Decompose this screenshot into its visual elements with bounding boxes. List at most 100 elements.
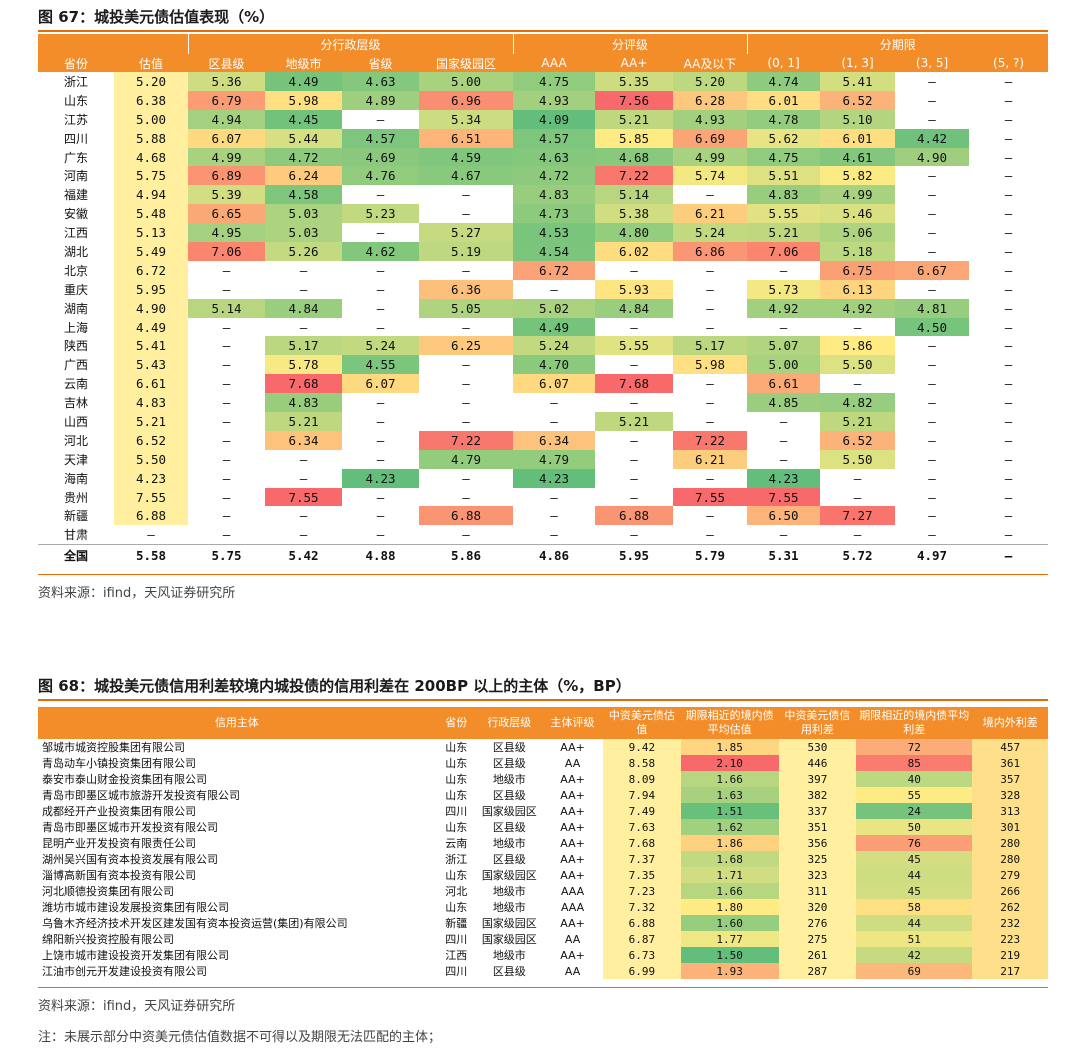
issuer-cell: 山东 xyxy=(445,773,468,786)
issuer-row: 潍坊市城市建设发展投资集团有限公司 山东 地级市 AAA 7.32 1.80 320 58 26… xyxy=(38,899,1048,915)
value-cell: 4.78 xyxy=(747,109,821,129)
value-cell: – xyxy=(928,187,936,203)
value-cell: 5.82 xyxy=(820,166,896,186)
value-cell: 5.38 xyxy=(595,204,674,224)
value-cell: – xyxy=(928,470,936,486)
value-cell: 6.52 xyxy=(820,430,896,450)
value-cell: 5.18 xyxy=(820,242,896,261)
value-cell: – xyxy=(222,527,231,543)
issuer-cell: 1.93 xyxy=(680,963,779,979)
issuer-row: 江油市创元开发建设投资有限公司 四川 区县级 AA 6.99 1.93 287 69 217 xyxy=(38,963,1048,979)
province-name: 陕西 xyxy=(63,339,88,354)
value-cell: 4.45 xyxy=(265,109,342,129)
value-cell: 4.84 xyxy=(265,298,342,318)
value-cell: – xyxy=(376,413,385,429)
value-cell: 4.83 xyxy=(114,393,188,413)
value-cell: 5.06 xyxy=(820,223,896,243)
province-row: 河北 6.52–6.34–7.22 6.34–7.22–6.52– – xyxy=(38,430,1048,450)
value-cell: 5.98 xyxy=(673,355,748,375)
province-row: 广东 4.68 4.99 4.72 4.69 4.59 4.63 4.68 4.99 4.75 4.… xyxy=(38,147,1048,167)
value-cell: 7.06 xyxy=(747,242,821,261)
province-row: 甘肃 – – – – – – – – – – – – xyxy=(38,525,1048,544)
fig67-col-header: (1, 3] xyxy=(820,54,896,72)
value-cell: 4.57 xyxy=(513,128,596,148)
issuer-cell: 279 xyxy=(972,867,1048,883)
value-cell: – xyxy=(1004,206,1013,222)
value-cell: – xyxy=(222,319,231,335)
value-cell: – xyxy=(853,376,862,392)
value-cell: 6.25 xyxy=(419,336,514,356)
issuer-cell: 7.23 xyxy=(603,883,681,899)
issuer-row: 成都经开产业投资集团有限公司 四川 国家级园区 AA+ 7.49 1.51 337 24 313 xyxy=(38,803,1048,819)
value-cell: 4.67 xyxy=(419,166,514,186)
value-cell: – xyxy=(462,357,470,373)
issuer-cell: AA+ xyxy=(560,740,585,754)
issuer-cell: 7.37 xyxy=(603,851,681,867)
fig67-col-header: 国家级园区 xyxy=(419,54,514,72)
value-cell: 4.95 xyxy=(188,223,265,243)
issuer-cell: AA xyxy=(564,756,581,770)
fig67-col-header: AA及以下 xyxy=(673,54,748,72)
value-cell: – xyxy=(928,92,936,108)
value-cell: – xyxy=(706,281,714,297)
value-cell: 5.13 xyxy=(114,223,188,243)
value-cell: – xyxy=(550,527,558,543)
issuer-cell: 9.42 xyxy=(603,739,681,755)
value-cell: – xyxy=(222,432,231,448)
issuer-cell: 国家级园区 xyxy=(481,869,537,882)
value-cell: 6.01 xyxy=(820,128,896,148)
issuer-cell: 232 xyxy=(972,915,1048,931)
fig67-col-header: 地级市 xyxy=(265,54,342,72)
issuer-cell: AA+ xyxy=(560,804,585,818)
value-cell: 4.49 xyxy=(265,72,342,91)
province-row: 吉林 4.83 – 4.83 – – – – – 4.85 4.82 – – xyxy=(38,393,1048,413)
value-cell: 4.99 xyxy=(820,185,896,205)
issuer-cell: AAA xyxy=(560,884,585,898)
value-cell: 4.63 xyxy=(342,72,419,91)
value-cell: 5.41 xyxy=(114,336,188,356)
issuer-cell: 361 xyxy=(972,755,1048,771)
value-cell: – xyxy=(550,413,558,429)
issuer-cell: 351 xyxy=(778,819,857,835)
fig68-col-header: 期限相近的境内债平均利差 xyxy=(856,707,973,739)
value-cell: – xyxy=(928,225,936,241)
issuer-cell: 2.10 xyxy=(680,755,779,771)
value-cell: 4.92 xyxy=(820,298,896,318)
value-cell: 6.07 xyxy=(188,128,265,148)
value-cell: – xyxy=(299,508,308,524)
value-cell: 4.23 xyxy=(513,468,596,488)
header-admin-group: 分行政层级 xyxy=(187,34,514,54)
value-cell: – xyxy=(376,319,385,335)
value-cell: 5.93 xyxy=(595,279,674,299)
issuer-row: 青岛市即墨区城市旅游开发投资有限公司 山东 区县级 AA+ 7.94 1.63 382 55 3… xyxy=(38,787,1048,803)
value-cell: 4.79 xyxy=(513,449,596,469)
value-cell: – xyxy=(706,319,714,335)
issuer-cell: 7.35 xyxy=(603,867,681,883)
value-cell: 5.79 xyxy=(673,543,748,567)
header-term-group: 分期限 xyxy=(746,34,1049,54)
value-cell: 5.21 xyxy=(820,412,896,431)
value-cell: – xyxy=(630,262,638,278)
issuer-cell: 1.85 xyxy=(680,739,779,755)
value-cell: 6.34 xyxy=(265,430,342,450)
value-cell: – xyxy=(376,508,385,524)
value-cell: 5.21 xyxy=(114,412,188,431)
value-cell: – xyxy=(928,281,936,297)
value-cell: – xyxy=(222,281,231,297)
value-cell: – xyxy=(1004,149,1013,165)
province-name: 天津 xyxy=(63,452,88,467)
issuer-cell: 6.88 xyxy=(603,915,681,931)
issuer-cell: 280 xyxy=(972,835,1048,851)
value-cell: – xyxy=(779,262,788,278)
value-cell: 4.73 xyxy=(513,204,596,224)
value-cell: – xyxy=(630,451,638,467)
value-cell: 5.51 xyxy=(747,166,821,186)
fig68-col-header: 期限相近的境内债平均估值 xyxy=(680,707,779,739)
issuer-cell: 323 xyxy=(778,867,857,883)
province-row: 陕西 5.41–5.17 5.24 6.25 5.24 5.55 5.17 5.07 5.86–… xyxy=(38,336,1048,356)
issuer-cell: AA+ xyxy=(560,852,585,866)
value-cell: 6.02 xyxy=(595,242,674,261)
value-cell: – xyxy=(779,413,788,429)
issuer-cell: 1.50 xyxy=(680,947,779,963)
province-name: 四川 xyxy=(63,131,88,146)
